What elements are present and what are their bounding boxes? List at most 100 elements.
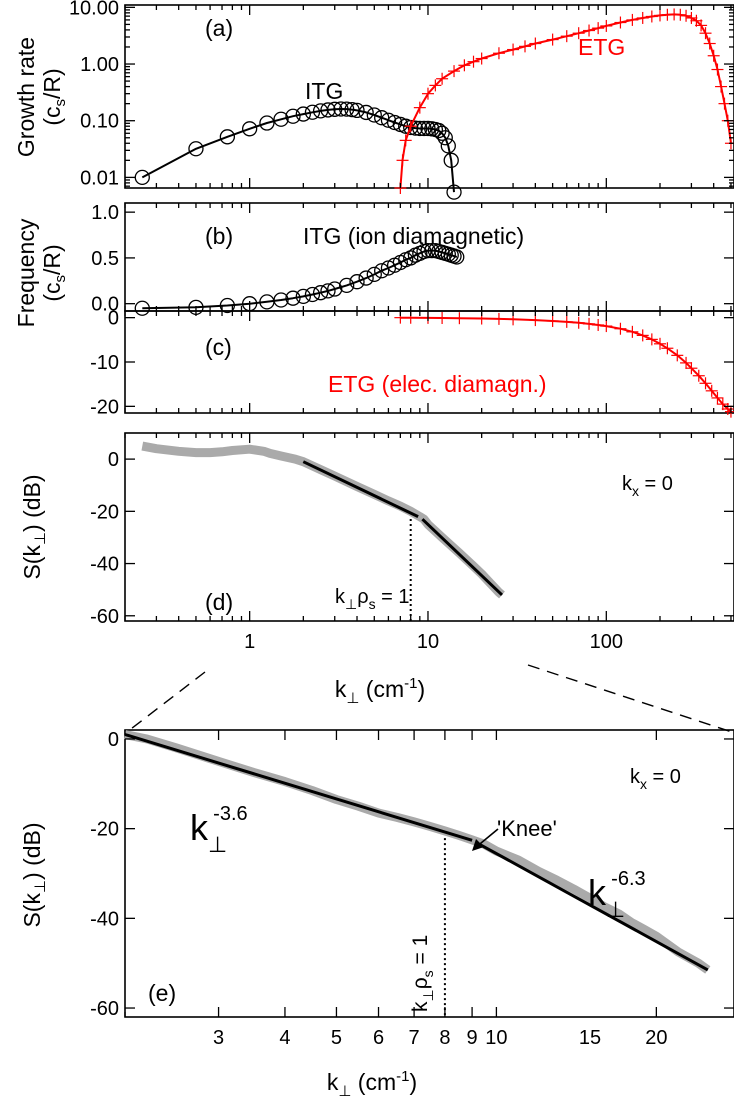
panel-d-x-axis-title: k⊥ (cm-1) bbox=[335, 675, 425, 707]
data-point-a-8 bbox=[304, 104, 321, 120]
etg-label: ETG bbox=[578, 34, 625, 60]
panel-a-frame bbox=[124, 4, 734, 189]
data-point-a-38 bbox=[715, 80, 728, 93]
xtick-label-d-1: 10 bbox=[417, 631, 439, 653]
knee-arrow-head bbox=[472, 839, 484, 851]
data-point-a-34 bbox=[443, 152, 459, 168]
xtick-label-e-8: 15 bbox=[579, 1027, 601, 1049]
data-point-a-27 bbox=[420, 120, 436, 137]
series-line-d-2 bbox=[421, 518, 504, 596]
data-point-a-11 bbox=[475, 52, 488, 65]
panel-c-series bbox=[394, 311, 734, 418]
data-point-a-36 bbox=[707, 49, 720, 62]
data-point-a-33 bbox=[440, 138, 456, 154]
ytick-label-d-3: -60 bbox=[90, 606, 119, 628]
data-point-b-13 bbox=[349, 274, 365, 290]
data-point-a-17 bbox=[560, 30, 573, 43]
data-point-a-32 bbox=[437, 130, 453, 146]
data-point-a-1 bbox=[396, 154, 409, 167]
xtick-label-e-6: 9 bbox=[467, 1027, 478, 1049]
data-point-a-33 bbox=[695, 19, 708, 32]
data-point-a-30 bbox=[680, 9, 693, 22]
data-point-a-37 bbox=[711, 63, 724, 76]
data-point-b-0 bbox=[134, 300, 150, 316]
series-line-d-0 bbox=[141, 441, 505, 599]
itg-ion-diamagnetic-label: ITG (ion diamagnetic) bbox=[303, 223, 524, 249]
data-point-a-24 bbox=[407, 120, 424, 136]
data-point-b-2 bbox=[219, 297, 236, 314]
panel-d-series bbox=[141, 441, 505, 621]
data-point-a-23 bbox=[626, 13, 639, 26]
data-point-a-31 bbox=[685, 11, 698, 24]
data-point-a-26 bbox=[653, 9, 666, 22]
data-point-a-25 bbox=[645, 10, 658, 23]
ytick-label-b-2: 0.0 bbox=[91, 294, 119, 316]
data-point-c-16 bbox=[626, 325, 639, 338]
data-point-c-23 bbox=[685, 362, 698, 375]
data-point-b-34 bbox=[449, 249, 465, 265]
ytick-label-a-1: 1.00 bbox=[80, 54, 119, 76]
data-point-c-10 bbox=[560, 315, 573, 328]
ytick-label-c-0: 0 bbox=[108, 308, 119, 330]
xtick-label-e-9: 20 bbox=[645, 1027, 667, 1049]
data-point-c-11 bbox=[572, 316, 585, 329]
ytick-label-e-0: 0 bbox=[108, 729, 119, 751]
series-line-d-1 bbox=[302, 460, 419, 518]
data-point-a-15 bbox=[349, 102, 365, 119]
data-point-a-14 bbox=[519, 40, 532, 53]
data-point-c-4 bbox=[453, 312, 466, 325]
data-point-c-14 bbox=[600, 320, 613, 333]
data-point-a-9 bbox=[458, 59, 471, 72]
data-point-a-5 bbox=[421, 87, 434, 100]
ytick-label-e-3: -60 bbox=[90, 998, 119, 1020]
xtick-label-e-4: 7 bbox=[409, 1027, 420, 1049]
ytick-label-b-1: 0.5 bbox=[91, 248, 119, 270]
data-point-c-8 bbox=[529, 314, 542, 327]
data-point-c-6 bbox=[492, 312, 505, 325]
zoom-line-left bbox=[126, 671, 206, 733]
data-point-a-14 bbox=[344, 101, 360, 118]
data-point-c-17 bbox=[636, 329, 649, 342]
panel-d-y-axis-title: S(k⊥) (dB) bbox=[19, 474, 49, 579]
panel-d-kx-label: kx = 0 bbox=[622, 473, 673, 499]
data-point-b-7 bbox=[295, 288, 311, 305]
data-point-b-21 bbox=[403, 250, 419, 266]
panel-e-label: (e) bbox=[148, 980, 176, 1006]
data-point-a-8 bbox=[448, 65, 461, 78]
data-point-a-24 bbox=[636, 11, 649, 24]
data-point-a-25 bbox=[412, 120, 428, 137]
data-point-a-16 bbox=[358, 104, 374, 121]
ytick-label-a-0: 10.00 bbox=[69, 0, 119, 19]
panel-d-krhos-label: k⊥ρs = 1 bbox=[335, 586, 410, 612]
data-point-a-19 bbox=[583, 24, 596, 37]
data-point-b-10 bbox=[320, 283, 336, 299]
data-point-c-3 bbox=[436, 312, 449, 325]
data-point-a-11 bbox=[327, 101, 343, 117]
data-point-a-1 bbox=[188, 141, 204, 157]
data-point-a-26 bbox=[416, 120, 432, 137]
data-point-c-19 bbox=[653, 337, 666, 350]
data-point-b-11 bbox=[327, 281, 343, 297]
panel-c-frame bbox=[124, 310, 734, 414]
data-point-b-12 bbox=[339, 277, 355, 294]
data-point-c-22 bbox=[680, 356, 693, 369]
data-point-a-15 bbox=[529, 37, 542, 50]
data-point-b-8 bbox=[304, 286, 321, 303]
series-line-c-0 bbox=[400, 316, 732, 413]
zoom-line-right bbox=[527, 664, 733, 733]
series-line-e-2 bbox=[478, 843, 709, 972]
data-point-a-7 bbox=[436, 72, 449, 85]
xtick-label-e-0: 3 bbox=[213, 1027, 224, 1049]
xtick-label-e-3: 6 bbox=[373, 1027, 384, 1049]
data-point-b-6 bbox=[285, 290, 301, 306]
data-point-a-32 bbox=[690, 14, 703, 27]
power-law-low-label: k⊥-3.6 bbox=[190, 803, 248, 857]
xtick-label-e-7: 10 bbox=[485, 1027, 507, 1049]
data-point-c-24 bbox=[692, 369, 705, 382]
ytick-label-d-0: 0 bbox=[108, 449, 119, 471]
data-point-b-15 bbox=[366, 266, 382, 283]
data-point-a-17 bbox=[366, 107, 382, 123]
data-point-a-4 bbox=[259, 115, 275, 131]
data-point-b-5 bbox=[273, 292, 289, 308]
